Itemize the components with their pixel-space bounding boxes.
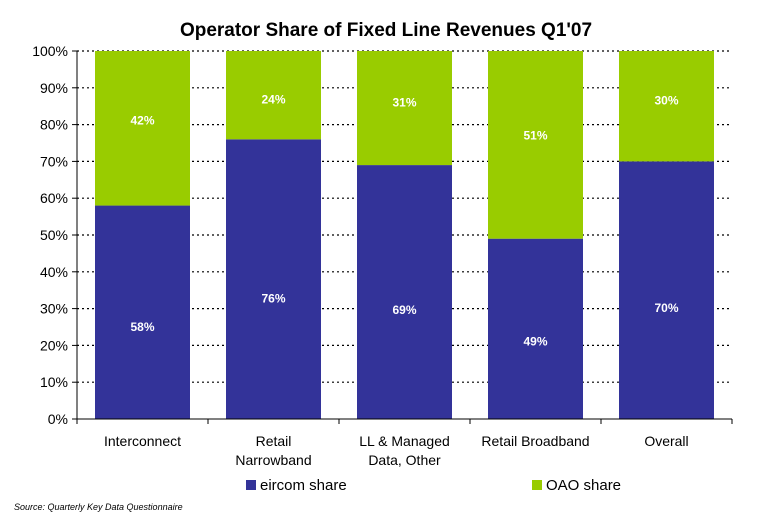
- bars: [95, 51, 714, 419]
- x-tick-label: Overall: [644, 433, 688, 449]
- bar-eircom: [619, 161, 714, 419]
- data-label: 49%: [523, 334, 547, 348]
- legend-swatch-eircom: [246, 480, 256, 490]
- bar-eircom: [226, 139, 321, 419]
- bar-oao: [357, 51, 452, 166]
- x-tick-label: Narrowband: [235, 452, 311, 468]
- y-tick-label: 10%: [40, 374, 68, 390]
- data-label: 70%: [654, 301, 678, 315]
- data-label: 31%: [392, 95, 416, 109]
- y-tick-label: 30%: [40, 301, 68, 317]
- data-label: 30%: [654, 94, 678, 108]
- bar-oao: [619, 51, 714, 162]
- axes: 0% 10% 20% 30% 40% 50% 60% 70% 80% 90% 100% Interco…: [32, 43, 733, 468]
- y-tick-label: 40%: [40, 264, 68, 280]
- legend-label-oao: OAO share: [546, 476, 622, 494]
- x-tick-label: Interconnect: [104, 433, 181, 449]
- source-note: Source: Quarterly Key Data Questionnaire: [14, 502, 183, 512]
- bar-oao: [488, 51, 583, 239]
- bar-oao: [226, 51, 321, 140]
- bar-eircom: [95, 205, 190, 419]
- data-label: 76%: [261, 292, 285, 306]
- x-tick-label: Retail Broadband: [481, 433, 589, 449]
- data-label: 69%: [392, 303, 416, 317]
- y-tick-label: 50%: [40, 227, 68, 243]
- legend-item-eircom: eircom share: [246, 476, 347, 494]
- data-label: 58%: [130, 320, 154, 334]
- data-label: 42%: [130, 114, 154, 128]
- y-tick-label: 90%: [40, 80, 68, 96]
- y-tick-label: 80%: [40, 117, 68, 133]
- chart-title: Operator Share of Fixed Line Revenues Q1…: [179, 20, 593, 41]
- data-label: 24%: [261, 93, 285, 107]
- bar-eircom: [357, 165, 452, 419]
- legend-label-eircom: eircom share: [260, 476, 347, 494]
- labels: 58% 42% 76% 24% 69% 31% 49% 51% 70% 30%: [130, 93, 678, 349]
- y-tick-label: 0%: [48, 411, 68, 427]
- bar-oao: [95, 51, 190, 206]
- legend-swatch-oao: [532, 480, 542, 490]
- x-tick-label: Retail: [256, 433, 292, 449]
- data-label: 51%: [523, 128, 547, 142]
- y-tick-label: 70%: [40, 153, 68, 169]
- bar-eircom: [488, 238, 583, 419]
- legend-item-oao: OAO share: [532, 476, 621, 494]
- y-tick-label: 60%: [40, 190, 68, 206]
- x-tick-label: Data, Other: [368, 452, 441, 468]
- y-tick-label: 100%: [32, 43, 68, 59]
- y-tick-label: 20%: [40, 337, 68, 353]
- x-tick-label: LL & Managed: [359, 433, 450, 449]
